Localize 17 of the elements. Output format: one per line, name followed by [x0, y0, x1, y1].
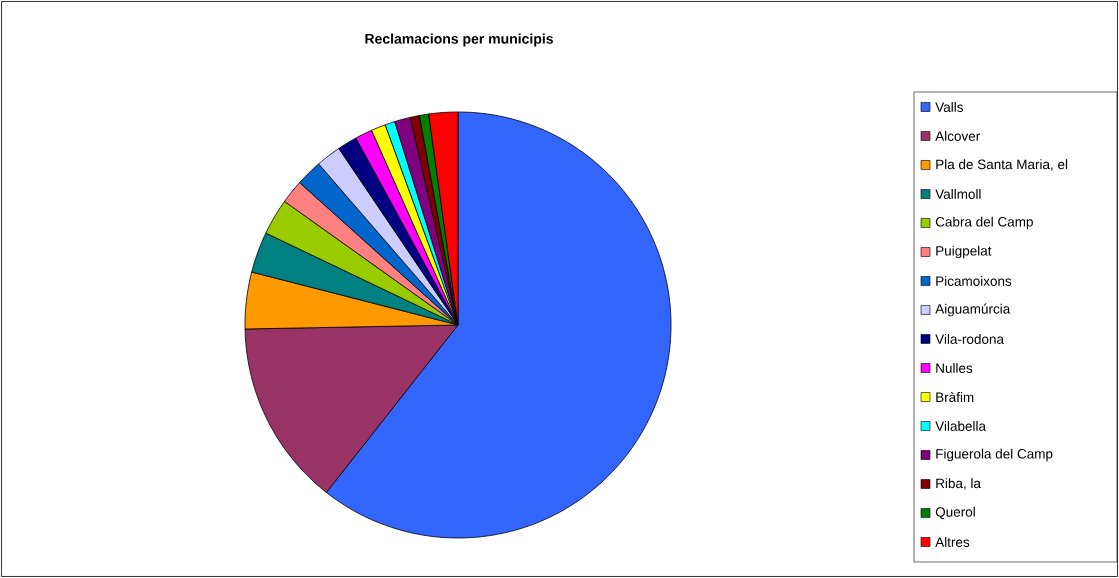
- legend-label: Aiguamúrcia: [935, 303, 1011, 317]
- legend-label: Nulles: [936, 363, 973, 373]
- legend-label: Vila-rodona: [935, 334, 1004, 344]
- legend-label: Pla de Santa Maria, el: [936, 159, 1068, 171]
- legend-label: Figuerola del Camp: [936, 448, 1053, 462]
- legend-label: Picamoixons: [936, 276, 1012, 286]
- legend-label: Cabra del Camp: [935, 216, 1033, 230]
- legend-label: Alcover: [935, 131, 980, 141]
- legend-label: Puigpelat: [936, 245, 992, 259]
- legend-label: Vallmoll: [935, 189, 981, 199]
- chart-title: Reclamacions per municipis: [365, 33, 553, 47]
- legend-label: Bràfim: [936, 391, 974, 403]
- legend-label: Altres: [935, 537, 970, 547]
- legend-label: Querol: [935, 506, 975, 520]
- legend-label: Riba, la: [936, 478, 981, 490]
- legend-label: Vilabella: [935, 421, 986, 431]
- legend-label: Valls: [935, 102, 963, 112]
